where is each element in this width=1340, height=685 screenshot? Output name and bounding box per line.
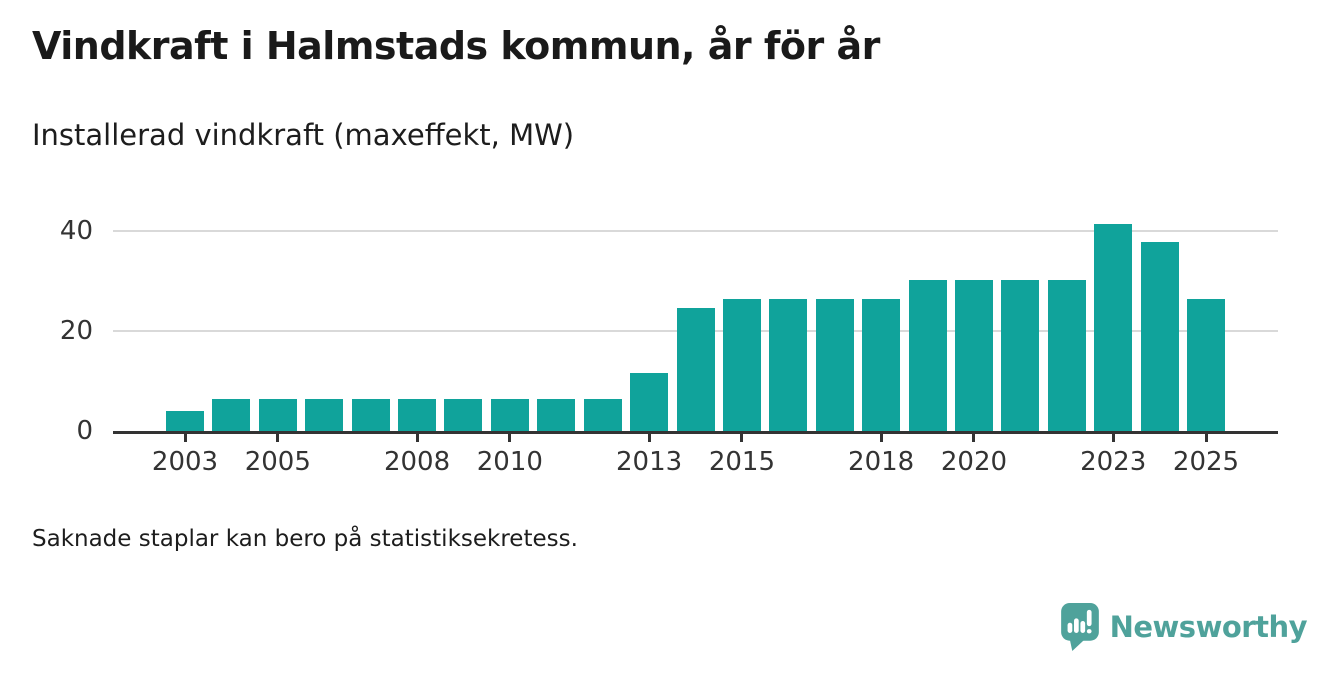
bar-2013 [630, 373, 669, 431]
bar-2014 [676, 308, 715, 431]
bar-2008 [398, 398, 437, 431]
bar-2020 [954, 280, 993, 431]
newsworthy-brand: Newsworthy [1060, 603, 1308, 651]
x-tick-label-2020: 2020 [940, 447, 1008, 477]
y-axis-labels: 0 20 40 [40, 205, 93, 451]
x-tick-label-2005: 2005 [244, 447, 311, 477]
x-tick-2018 [879, 434, 883, 442]
bar-2021 [1001, 280, 1040, 431]
gridline-40 [113, 230, 1278, 232]
x-tick-label-2023: 2023 [1080, 447, 1147, 477]
bar-2011 [537, 398, 576, 431]
x-tick-2023 [1111, 434, 1115, 442]
x-tick-2005 [276, 434, 280, 442]
bar-2004 [212, 398, 251, 431]
bar-2003 [166, 411, 204, 431]
bar-2017 [815, 298, 854, 431]
x-tick-2020 [972, 434, 976, 442]
y-tick-label-40: 40 [59, 216, 93, 246]
y-tick-label-20: 20 [59, 316, 93, 346]
y-tick-label-0: 0 [76, 416, 93, 446]
bar-2005 [258, 398, 297, 431]
x-tick-label-2018: 2018 [848, 447, 915, 477]
x-tick-label-2013: 2013 [615, 447, 683, 477]
bar-2024 [1140, 241, 1179, 431]
chart-subtitle: Installerad vindkraft (maxeffekt, MW) [32, 118, 575, 152]
page-title: Vindkraft i Halmstads kommun, år för år [32, 24, 880, 68]
bar-2007 [351, 398, 390, 431]
newsworthy-wordmark: Newsworthy [1109, 610, 1308, 644]
bar-2010 [490, 398, 529, 431]
newsworthy-speech-bubble-bar-chart-icon [1060, 603, 1099, 651]
x-tick-2003 [183, 434, 187, 442]
bar-chart: 0 20 40 2003 2005 2008 2010 2013 2015 2018 2020 20… [40, 205, 1302, 495]
x-tick-2013 [647, 434, 651, 442]
bar-2018 [862, 298, 901, 431]
bar-2022 [1047, 280, 1086, 431]
x-tick-2008 [415, 434, 419, 442]
bar-2023 [1094, 223, 1133, 431]
bar-2012 [583, 398, 622, 431]
x-tick-2015 [740, 434, 744, 442]
plot-area: 2003 2005 2008 2010 2013 2015 2018 2020 2023 2025 [113, 205, 1278, 477]
x-tick-label-2015: 2015 [708, 447, 775, 477]
x-tick-2025 [1204, 434, 1208, 442]
x-tick-label-2025: 2025 [1172, 447, 1240, 477]
bar-2025 [1187, 298, 1225, 431]
bar-2019 [908, 280, 947, 431]
chart-footnote: Saknade staplar kan bero på statistiksek… [32, 526, 578, 552]
bar-2009 [444, 398, 483, 431]
x-tick-label-2003: 2003 [151, 447, 219, 477]
bar-2016 [769, 298, 808, 431]
bar-2006 [305, 398, 344, 431]
x-tick-2010 [508, 434, 512, 442]
x-tick-label-2008: 2008 [383, 447, 451, 477]
bar-2015 [722, 298, 761, 431]
x-tick-label-2010: 2010 [476, 447, 543, 477]
